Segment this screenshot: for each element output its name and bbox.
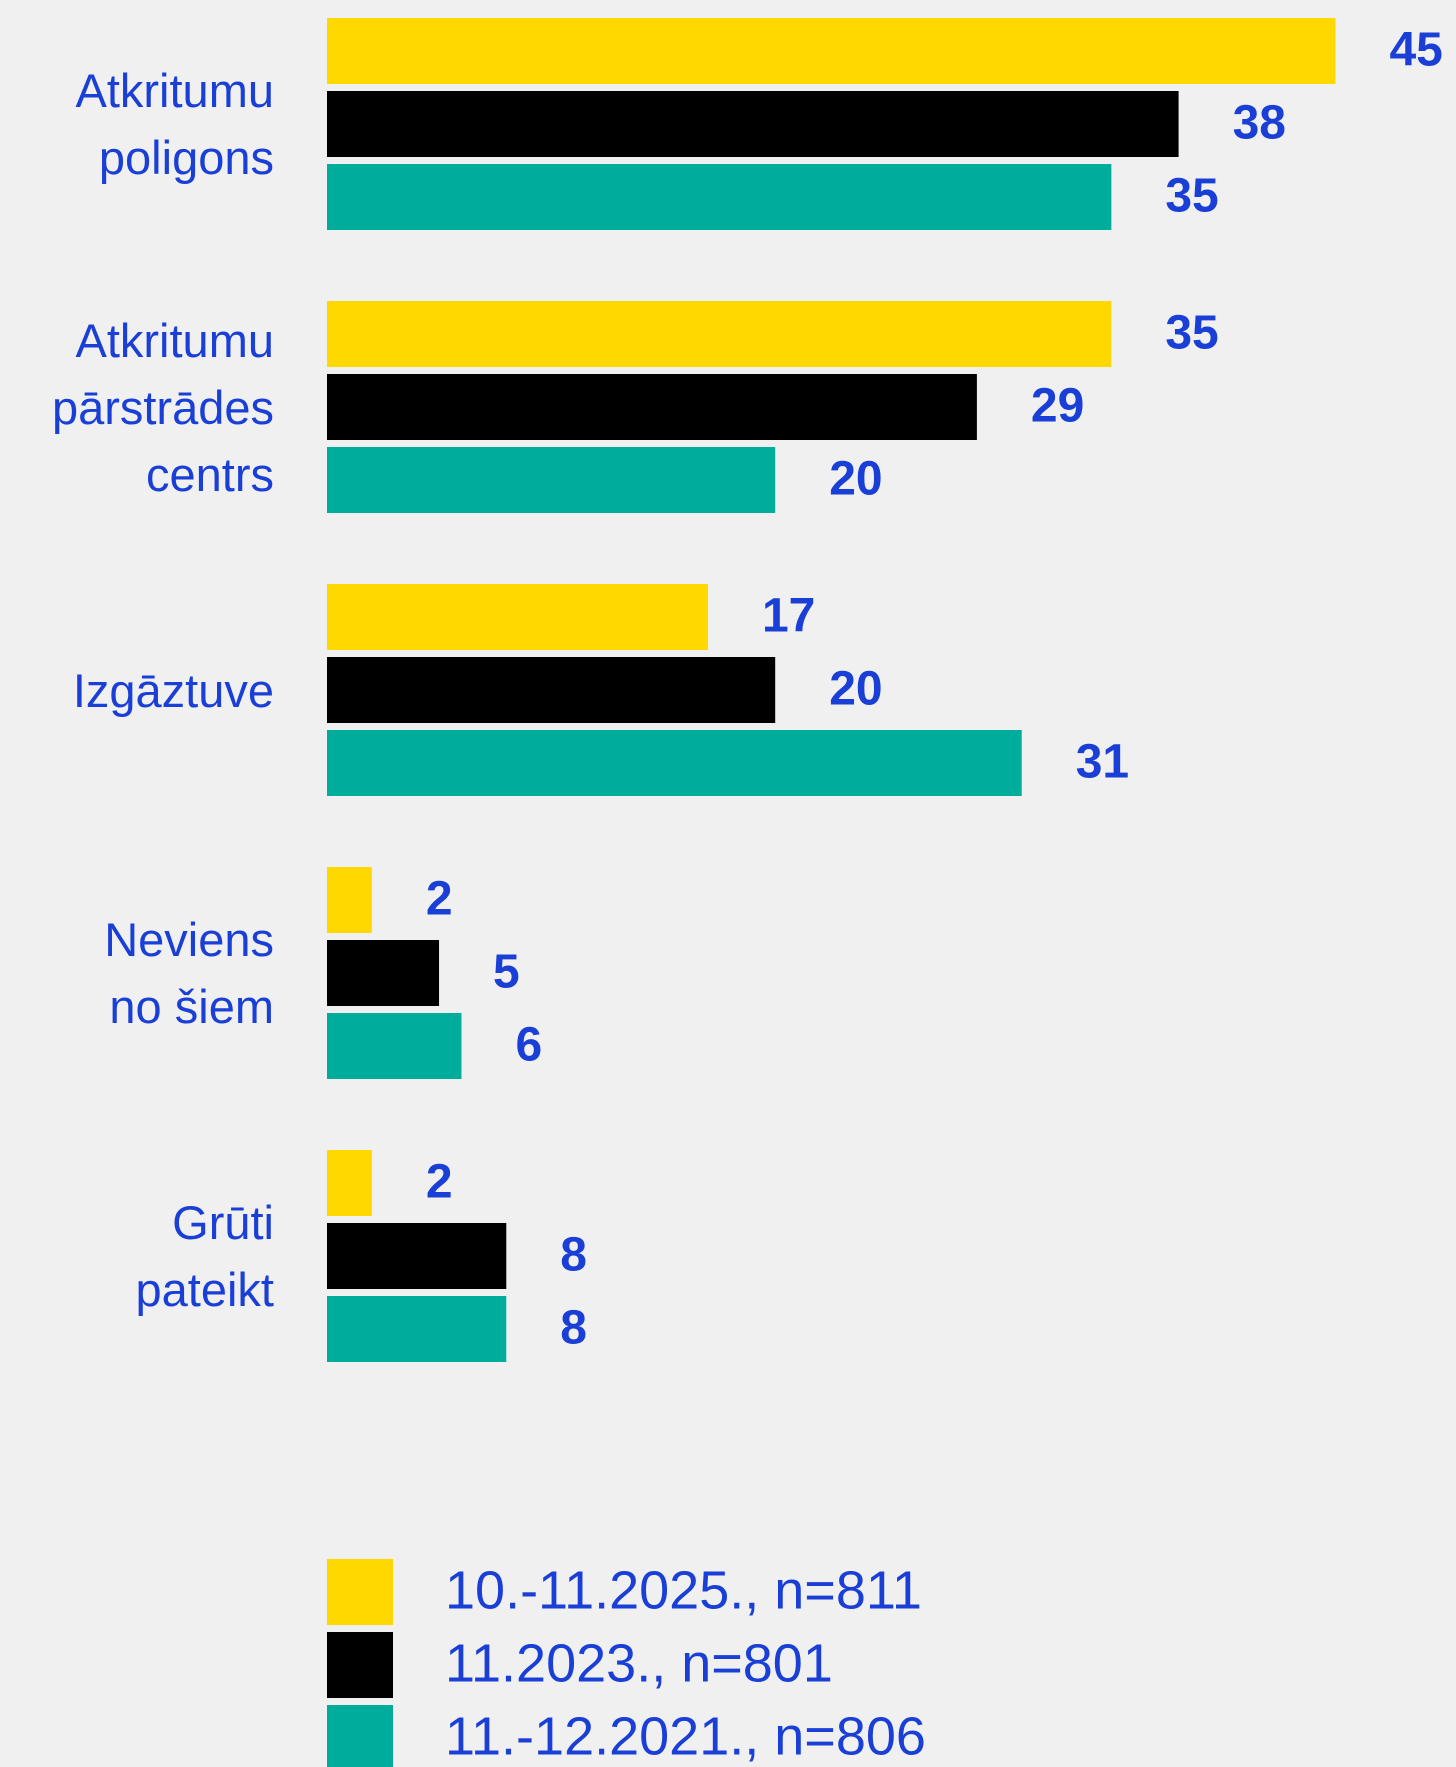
legend-label: 11.-12.2021., n=806	[445, 1706, 926, 1766]
bar	[327, 447, 776, 513]
value-label: 20	[829, 663, 882, 716]
bar	[327, 1223, 507, 1289]
value-label: 45	[1389, 24, 1442, 77]
value-label: 38	[1233, 97, 1286, 150]
legend-label: 10.-11.2025., n=811	[445, 1560, 922, 1620]
legend-label: 11.2023., n=801	[445, 1633, 833, 1693]
value-label: 8	[560, 1302, 587, 1355]
bar	[327, 730, 1022, 796]
value-label: 29	[1031, 380, 1084, 433]
value-label: 35	[1165, 307, 1218, 360]
value-label: 31	[1076, 736, 1129, 789]
bar	[327, 584, 708, 650]
category-label: Atkritumu poligons	[75, 64, 275, 184]
bar	[327, 301, 1112, 367]
bar	[327, 1296, 507, 1362]
category-label: Izgāztuve	[72, 663, 274, 717]
category-label: Neviens no šiem	[104, 913, 274, 1033]
value-label: 20	[829, 453, 882, 506]
category-label: Grūti pateikt	[135, 1196, 274, 1316]
value-label: 2	[426, 873, 453, 926]
bar	[327, 374, 977, 440]
legend-swatch	[327, 1559, 393, 1625]
bar	[327, 1150, 372, 1216]
category-label: Atkritumu pārstrādes centrs	[51, 313, 274, 501]
bar	[327, 164, 1112, 230]
bar	[327, 1013, 462, 1079]
legend-swatch	[327, 1632, 393, 1698]
value-label: 35	[1165, 170, 1218, 223]
value-label: 5	[493, 946, 520, 999]
bar	[327, 18, 1336, 84]
value-label: 2	[426, 1156, 453, 1209]
legend-swatch	[327, 1705, 393, 1767]
bar	[327, 91, 1179, 157]
bar	[327, 657, 776, 723]
bar	[327, 867, 372, 933]
value-label: 8	[560, 1229, 587, 1282]
value-label: 17	[762, 590, 815, 643]
value-label: 6	[515, 1019, 542, 1072]
bar	[327, 940, 440, 1006]
